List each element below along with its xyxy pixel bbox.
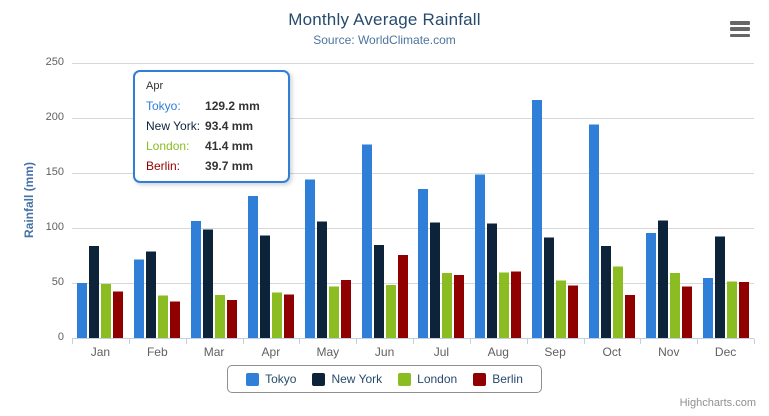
legend-label: London	[417, 372, 458, 386]
bar-london-oct[interactable]	[613, 266, 623, 338]
bar-tokyo-feb[interactable]	[134, 259, 144, 339]
bar-tokyo-mar[interactable]	[191, 221, 201, 338]
bar-new-york-may[interactable]	[317, 221, 327, 338]
bar-london-may[interactable]	[329, 286, 339, 338]
bar-berlin-nov[interactable]	[682, 286, 692, 339]
bar-new-york-apr[interactable]	[260, 235, 270, 338]
y-axis-label: 0	[57, 331, 64, 343]
bar-new-york-nov[interactable]	[658, 220, 668, 338]
bar-new-york-jul[interactable]	[430, 222, 440, 339]
bar-berlin-mar[interactable]	[227, 300, 237, 339]
bar-tokyo-jun[interactable]	[362, 144, 372, 338]
legend-swatch-icon	[312, 372, 326, 386]
bar-berlin-aug[interactable]	[511, 271, 521, 338]
bar-london-jul[interactable]	[442, 273, 452, 338]
bar-london-dec[interactable]	[727, 281, 737, 338]
chart-title: Monthly Average Rainfall	[288, 10, 481, 29]
bar-tokyo-dec[interactable]	[703, 278, 713, 338]
x-axis-label: Aug	[487, 345, 509, 359]
bar-new-york-oct[interactable]	[601, 246, 611, 338]
x-axis-label: Dec	[714, 345, 737, 359]
bar-new-york-aug[interactable]	[487, 223, 497, 338]
legend-item-berlin[interactable]: Berlin	[473, 372, 523, 386]
hamburger-icon	[730, 33, 750, 37]
x-axis-label: May	[316, 345, 340, 359]
legend-label: New York	[331, 372, 383, 386]
bar-london-apr[interactable]	[272, 292, 282, 339]
x-axis-label: Mar	[203, 345, 225, 359]
bar-berlin-jul[interactable]	[454, 274, 464, 338]
hamburger-icon	[730, 27, 750, 31]
bar-tokyo-jan[interactable]	[77, 283, 87, 338]
y-axis-label: 200	[45, 111, 64, 123]
bar-berlin-sep[interactable]	[568, 285, 578, 338]
chart-subtitle: Source: WorldClimate.com	[313, 33, 456, 47]
bar-new-york-feb[interactable]	[146, 251, 156, 338]
bar-berlin-apr[interactable]	[284, 294, 294, 338]
bar-berlin-feb[interactable]	[170, 301, 180, 339]
bar-berlin-may[interactable]	[341, 280, 351, 338]
bar-tokyo-apr[interactable]	[248, 195, 258, 338]
bar-new-york-jan[interactable]	[89, 246, 99, 338]
legend-item-new-york[interactable]: New York	[312, 372, 382, 386]
legend-item-london[interactable]: London	[398, 372, 457, 386]
bar-new-york-sep[interactable]	[544, 237, 554, 338]
bar-tokyo-oct[interactable]	[589, 124, 599, 339]
hamburger-icon	[730, 21, 750, 25]
bar-tokyo-sep[interactable]	[532, 100, 542, 338]
x-axis-label: Jan	[90, 345, 111, 359]
x-axis-label: Sep	[544, 345, 566, 359]
legend-swatch-icon	[398, 372, 412, 386]
x-axis-label: Apr	[261, 345, 281, 359]
legend-label: Berlin	[492, 372, 523, 386]
bar-new-york-jun[interactable]	[374, 245, 384, 339]
bar-tokyo-may[interactable]	[305, 179, 315, 338]
bar-berlin-dec[interactable]	[739, 281, 749, 338]
bar-tokyo-jul[interactable]	[418, 188, 428, 338]
legend-swatch-icon	[246, 372, 260, 386]
bar-tokyo-aug[interactable]	[475, 174, 485, 338]
bar-berlin-jan[interactable]	[113, 291, 123, 338]
legend-item-tokyo[interactable]: Tokyo	[246, 372, 296, 386]
legend: Tokyo New York London Berlin	[0, 365, 769, 393]
x-axis-label: Oct	[602, 345, 622, 359]
bar-tokyo-nov[interactable]	[646, 232, 656, 338]
y-axis-label: 50	[51, 276, 64, 288]
y-axis-label: 250	[45, 56, 64, 68]
credits-link[interactable]: Highcharts.com	[679, 397, 756, 409]
legend-box: Tokyo New York London Berlin	[227, 365, 542, 393]
bar-new-york-mar[interactable]	[203, 229, 213, 338]
legend-label: Tokyo	[265, 372, 297, 386]
export-menu-button[interactable]	[730, 21, 750, 37]
bar-london-sep[interactable]	[556, 280, 566, 338]
bar-berlin-jun[interactable]	[398, 254, 408, 338]
bar-new-york-dec[interactable]	[715, 236, 725, 339]
bar-london-mar[interactable]	[215, 294, 225, 338]
x-axis-label: Jul	[433, 345, 450, 359]
x-axis-label: Nov	[658, 345, 680, 359]
bar-london-aug[interactable]	[499, 272, 509, 338]
bar-london-jan[interactable]	[101, 284, 111, 338]
y-axis-label: 150	[45, 166, 64, 178]
x-axis-label: Jun	[374, 345, 395, 359]
legend-swatch-icon	[473, 372, 487, 386]
bar-berlin-oct[interactable]	[625, 295, 635, 338]
bar-london-nov[interactable]	[670, 272, 680, 338]
y-axis-label: 100	[45, 221, 64, 233]
bar-london-jun[interactable]	[386, 284, 396, 338]
x-axis-label: Feb	[146, 345, 168, 359]
bar-london-feb[interactable]	[158, 295, 168, 338]
